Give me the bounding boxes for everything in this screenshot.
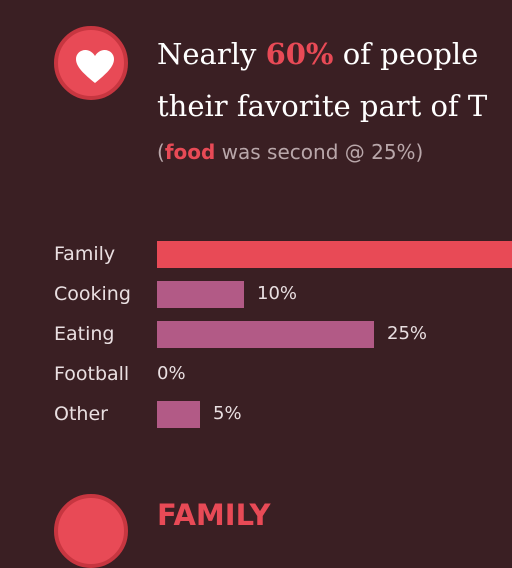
category-label-other: Other (54, 403, 108, 425)
value-label-cooking: 10% (257, 283, 298, 304)
subline-open: ( (157, 140, 165, 164)
next-section-badge (54, 494, 128, 568)
headline-highlight: 60% (265, 37, 334, 71)
subline-highlight: food (164, 140, 216, 164)
subline-rest: was second @ 25%) (215, 140, 424, 164)
headline-text-2: of people (333, 37, 479, 71)
bar-cooking (157, 281, 244, 308)
category-label-eating: Eating (54, 323, 115, 345)
category-label-family: Family (54, 243, 116, 265)
category-label-cooking: Cooking (54, 283, 131, 305)
value-label-eating: 25% (387, 323, 428, 344)
value-label-football: 0% (157, 363, 186, 384)
headline-line-1: Nearly 60% of people (157, 28, 512, 80)
bar-eating (157, 321, 374, 348)
value-label-other: 5% (213, 403, 242, 424)
subline: (food was second @ 25%) (157, 140, 423, 164)
headline-text-1: Nearly (157, 37, 266, 71)
heart-icon (76, 50, 114, 83)
headline-line-2: their favorite part of T (157, 89, 488, 123)
headline: Nearly 60% of people their favorite part… (157, 28, 512, 132)
next-section-title: FAMILY (157, 498, 271, 532)
category-label-football: Football (54, 363, 130, 385)
heart-badge (54, 26, 128, 100)
bar-family (157, 241, 512, 268)
bar-other (157, 401, 200, 428)
